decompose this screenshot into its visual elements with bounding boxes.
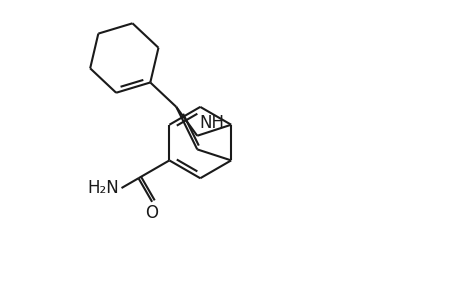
Text: H₂N: H₂N [88, 179, 119, 197]
Text: NH: NH [199, 114, 224, 132]
Text: O: O [146, 204, 158, 222]
